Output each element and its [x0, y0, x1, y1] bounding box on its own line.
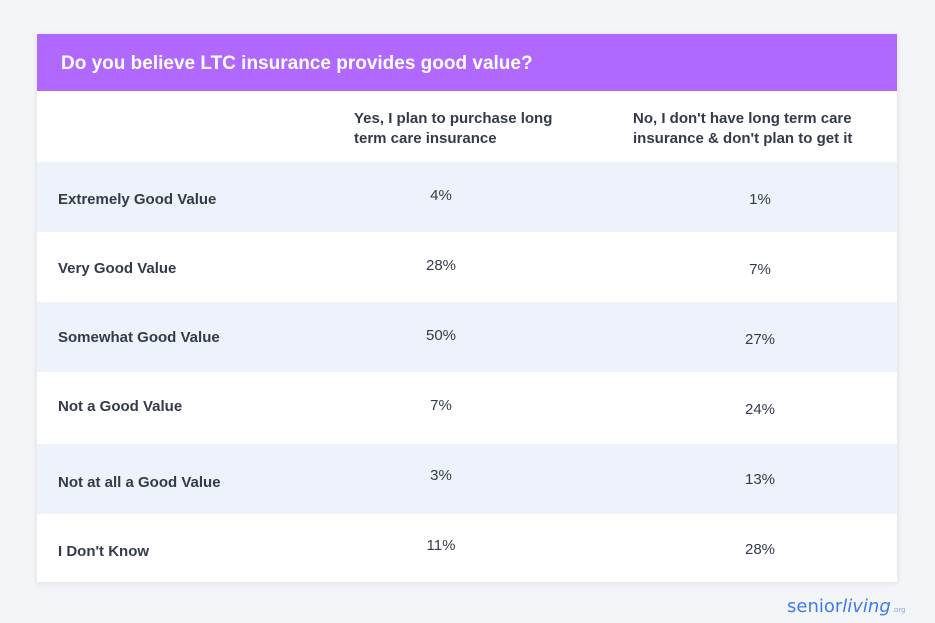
column-header-yes: Yes, I plan to purchase long term care i… [354, 110, 553, 147]
cell-no: 24% [744, 401, 776, 418]
logo-tld-text: .org [891, 606, 906, 614]
row-label: Extremely Good Value [58, 191, 217, 208]
table-row: Somewhat Good Value 50% 27% [37, 302, 897, 372]
row-label: Not at all a Good Value [58, 474, 221, 491]
row-label: Very Good Value [58, 260, 177, 277]
cell-yes: 11% [426, 537, 456, 554]
row-label: Not a Good Value [58, 398, 183, 415]
table-row: Not at all a Good Value 3% 13% [37, 444, 897, 514]
cell-yes: 4% [430, 187, 452, 204]
cell-no: 7% [749, 261, 771, 278]
column-header-no: No, I don't have long term care insuranc… [633, 110, 853, 147]
cell-no: 27% [744, 331, 776, 348]
cell-no: 1% [749, 191, 771, 208]
cell-no: 13% [744, 471, 776, 488]
cell-yes: 7% [430, 397, 452, 414]
cell-yes: 3% [430, 467, 452, 484]
table-card: Do you believe LTC insurance provides go… [37, 34, 897, 582]
table-title: Do you believe LTC insurance provides go… [61, 53, 533, 74]
table-row: Very Good Value 28% 7% [37, 232, 897, 302]
cell-yes: 28% [425, 257, 457, 274]
logo-senior-text: senior [787, 596, 843, 617]
row-label: I Don't Know [58, 543, 150, 560]
cell-yes: 50% [425, 327, 457, 344]
table-row: I Don't Know 11% 28% [37, 514, 897, 582]
logo-living-text: living [842, 596, 891, 617]
cell-no: 28% [744, 541, 776, 558]
table-row: Extremely Good Value 4% 1% [37, 162, 897, 232]
row-label: Somewhat Good Value [58, 329, 220, 346]
seniorliving-logo: seniorliving.org [787, 596, 906, 617]
title-bar: Do you believe LTC insurance provides go… [37, 34, 897, 91]
table-row: Not a Good Value 7% 24% [37, 372, 897, 444]
